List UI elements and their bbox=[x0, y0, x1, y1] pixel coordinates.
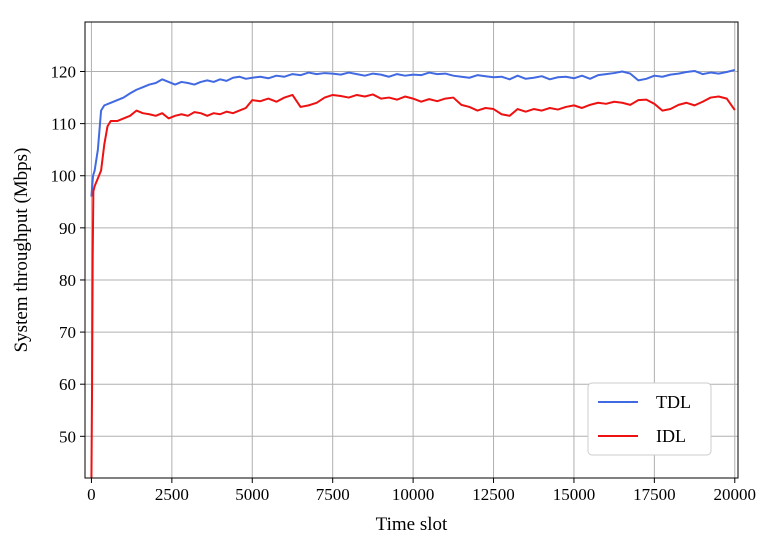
x-tick-label: 5000 bbox=[235, 485, 269, 504]
series-line-tdl bbox=[90, 68, 736, 197]
legend-box bbox=[587, 382, 712, 456]
x-axis-label: Time slot bbox=[376, 514, 448, 535]
legend: TDL IDL bbox=[587, 382, 712, 456]
grid bbox=[85, 22, 738, 478]
y-tick-label: 120 bbox=[51, 63, 77, 82]
x-tick-label: 0 bbox=[87, 485, 96, 504]
y-axis-label: System throughput (Mbps) bbox=[11, 148, 32, 353]
y-tick-label: 80 bbox=[59, 271, 76, 290]
y-tick-label: 100 bbox=[51, 167, 77, 186]
x-tick-label: 12500 bbox=[472, 485, 515, 504]
x-tick-label: 10000 bbox=[392, 485, 435, 504]
x-tick-label: 17500 bbox=[633, 485, 676, 504]
plot-frame bbox=[84, 21, 739, 479]
x-tick-label: 15000 bbox=[553, 485, 596, 504]
y-tick-label: 50 bbox=[59, 427, 76, 446]
x-axis-ticks: 0 2500 5000 7500 10000 12500 15000 17500 20000 bbox=[87, 478, 756, 504]
y-tick-label: 70 bbox=[59, 323, 76, 342]
y-tick-label: 90 bbox=[59, 219, 76, 238]
y-tick-label: 110 bbox=[51, 115, 76, 134]
legend-label-idl: IDL bbox=[656, 426, 686, 446]
x-tick-label: 7500 bbox=[316, 485, 350, 504]
series-lines bbox=[90, 68, 736, 479]
y-axis-ticks: 50 60 70 80 90 100 110 120 bbox=[51, 63, 85, 446]
x-tick-label: 20000 bbox=[714, 485, 757, 504]
legend-label-tdl: TDL bbox=[656, 392, 691, 412]
x-tick-label: 2500 bbox=[155, 485, 189, 504]
series-line-idl bbox=[90, 93, 736, 479]
y-tick-label: 60 bbox=[59, 375, 76, 394]
